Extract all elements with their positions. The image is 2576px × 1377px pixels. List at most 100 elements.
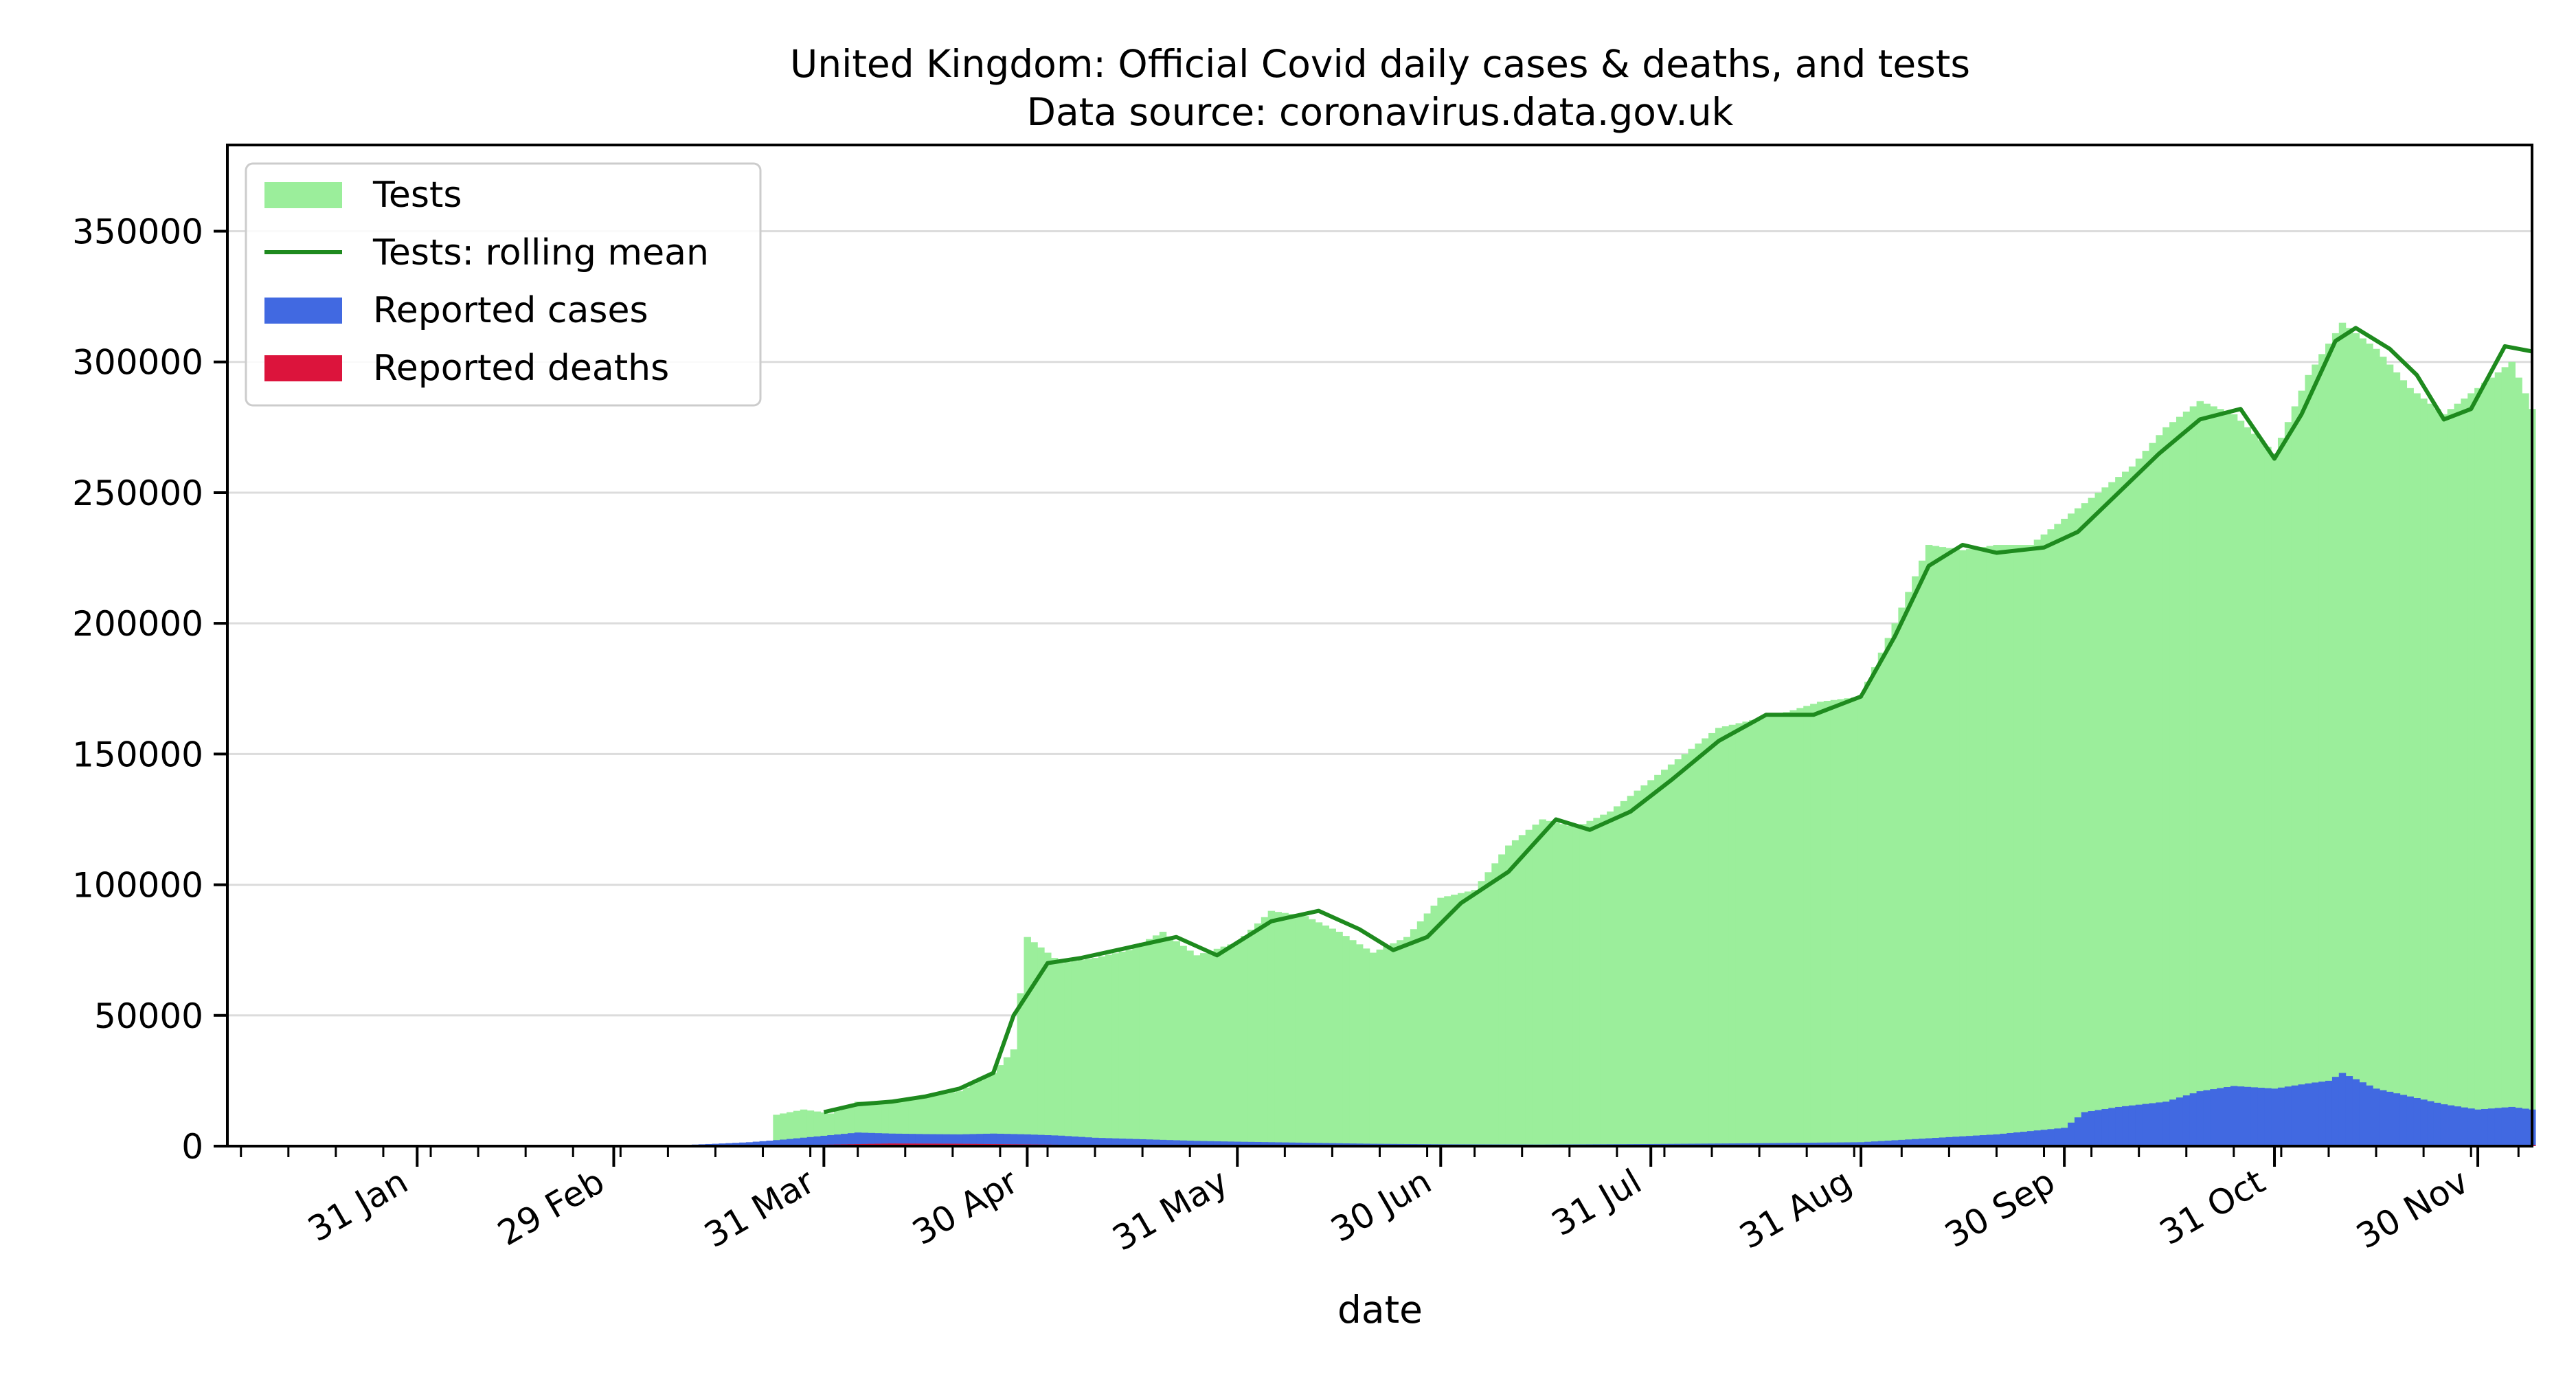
bar — [1600, 815, 1607, 1146]
bar — [1952, 549, 1959, 1146]
bar — [2075, 1117, 2081, 1146]
bar — [1552, 822, 1559, 1146]
bar — [848, 1133, 855, 1146]
bar — [1065, 962, 1072, 1146]
bar — [1356, 944, 1363, 1146]
bar — [2210, 1089, 2217, 1146]
bar — [2129, 1106, 2136, 1146]
bar — [2285, 1086, 2292, 1146]
bar — [2217, 1088, 2224, 1146]
bar — [2495, 372, 2502, 1146]
bar — [1817, 702, 1824, 1146]
bar — [1749, 720, 1756, 1146]
bar — [1640, 785, 1647, 1146]
bar — [2406, 1097, 2413, 1146]
bar — [1139, 943, 1146, 1146]
bar — [834, 1134, 841, 1146]
series-tests — [773, 323, 2535, 1146]
bar — [1037, 1135, 1044, 1146]
bar — [1634, 791, 1641, 1146]
bar — [2061, 519, 2068, 1146]
y-tick-label: 350000 — [72, 212, 203, 252]
y-tick-label: 100000 — [72, 866, 203, 906]
bar — [2203, 1090, 2210, 1146]
bar — [2000, 545, 2007, 1146]
bar — [2230, 414, 2237, 1146]
bar — [2020, 1132, 2027, 1146]
bar — [2420, 399, 2427, 1146]
bar — [2359, 339, 2366, 1146]
x-tick-label: 31 Aug — [1733, 1161, 1858, 1257]
bar — [1051, 958, 1058, 1146]
bar — [1207, 951, 1214, 1146]
bar — [2522, 1108, 2529, 1146]
bar — [841, 1134, 848, 1146]
bar — [1491, 863, 1498, 1146]
bar — [1593, 818, 1600, 1146]
bar — [2271, 454, 2278, 1146]
bar — [1478, 881, 1485, 1146]
bar — [2325, 344, 2332, 1146]
bar — [1451, 895, 1458, 1146]
bar — [2250, 434, 2257, 1146]
bar — [1668, 765, 1675, 1146]
bar — [2366, 344, 2373, 1146]
y-tick-label: 150000 — [72, 735, 203, 774]
bar — [2075, 508, 2081, 1146]
bar — [1973, 548, 1980, 1146]
bar — [1058, 963, 1065, 1146]
bar — [1484, 872, 1491, 1146]
bar — [1885, 638, 1892, 1146]
bar — [1851, 697, 1857, 1146]
bar — [1214, 949, 1221, 1146]
bar — [2000, 1134, 2007, 1146]
y-tick-label: 250000 — [72, 473, 203, 513]
bar — [2176, 1097, 2183, 1146]
legend-patch-swatch — [264, 182, 342, 208]
bar — [1173, 941, 1180, 1146]
bar — [1458, 893, 1465, 1146]
bar — [1349, 940, 1356, 1146]
bar — [2020, 545, 2027, 1146]
bar — [855, 1132, 861, 1146]
bar — [820, 1136, 827, 1146]
bar — [2108, 1108, 2115, 1146]
bar — [2210, 406, 2217, 1146]
bar — [1200, 953, 1207, 1146]
bar — [2115, 477, 2122, 1146]
bar — [2325, 1081, 2332, 1146]
bar — [2054, 524, 2061, 1146]
bar — [2047, 1129, 2054, 1146]
legend-label: Tests: rolling mean — [372, 232, 709, 273]
bar — [2169, 1099, 2176, 1146]
x-tick-label: 31 Mar — [698, 1161, 822, 1255]
x-tick-label: 30 Apr — [906, 1161, 1025, 1253]
bar — [2149, 1104, 2156, 1146]
legend-label: Reported deaths — [373, 348, 669, 389]
bar — [1160, 932, 1166, 1146]
bar — [1844, 698, 1851, 1146]
bar — [1261, 917, 1268, 1146]
bar — [1383, 946, 1390, 1146]
bar — [1505, 846, 1512, 1146]
bar — [1559, 824, 1566, 1146]
bar — [1044, 1135, 1051, 1146]
bar — [2353, 1079, 2360, 1146]
bar — [1715, 728, 1722, 1146]
bar — [2244, 1087, 2251, 1146]
bar — [1403, 937, 1410, 1146]
bar — [2454, 1106, 2461, 1146]
bar-series-layer — [678, 323, 2535, 1146]
bar — [2143, 451, 2149, 1146]
x-tick-label: 31 Jan — [302, 1161, 415, 1250]
bar — [1471, 890, 1478, 1146]
bar — [2047, 529, 2054, 1146]
bar — [2393, 1093, 2400, 1146]
bar — [1993, 545, 2000, 1146]
bar — [1051, 1135, 1058, 1146]
bar — [1342, 936, 1349, 1146]
bar — [2183, 1095, 2190, 1146]
bar — [1878, 653, 1885, 1146]
